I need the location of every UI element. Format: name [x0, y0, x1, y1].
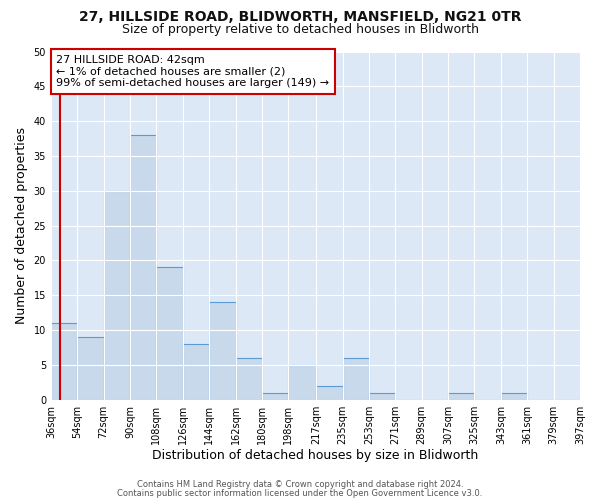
Text: 27, HILLSIDE ROAD, BLIDWORTH, MANSFIELD, NG21 0TR: 27, HILLSIDE ROAD, BLIDWORTH, MANSFIELD,… [79, 10, 521, 24]
Text: Size of property relative to detached houses in Blidworth: Size of property relative to detached ho… [121, 22, 479, 36]
Bar [501, 392, 527, 400]
Y-axis label: Number of detached properties: Number of detached properties [15, 127, 28, 324]
Bar [183, 344, 209, 400]
Bar [343, 358, 369, 400]
Text: Contains public sector information licensed under the Open Government Licence v3: Contains public sector information licen… [118, 488, 482, 498]
Bar [209, 302, 236, 400]
Bar [262, 392, 289, 400]
Bar [289, 365, 316, 400]
Bar [51, 323, 77, 400]
Text: Contains HM Land Registry data © Crown copyright and database right 2024.: Contains HM Land Registry data © Crown c… [137, 480, 463, 489]
X-axis label: Distribution of detached houses by size in Blidworth: Distribution of detached houses by size … [152, 450, 479, 462]
Bar [77, 337, 104, 400]
Bar [104, 191, 130, 400]
Bar [236, 358, 262, 400]
Bar [316, 386, 343, 400]
Bar [130, 135, 157, 400]
Bar [448, 392, 475, 400]
Bar [369, 392, 395, 400]
Bar [157, 268, 183, 400]
Text: 27 HILLSIDE ROAD: 42sqm
← 1% of detached houses are smaller (2)
99% of semi-deta: 27 HILLSIDE ROAD: 42sqm ← 1% of detached… [56, 55, 329, 88]
